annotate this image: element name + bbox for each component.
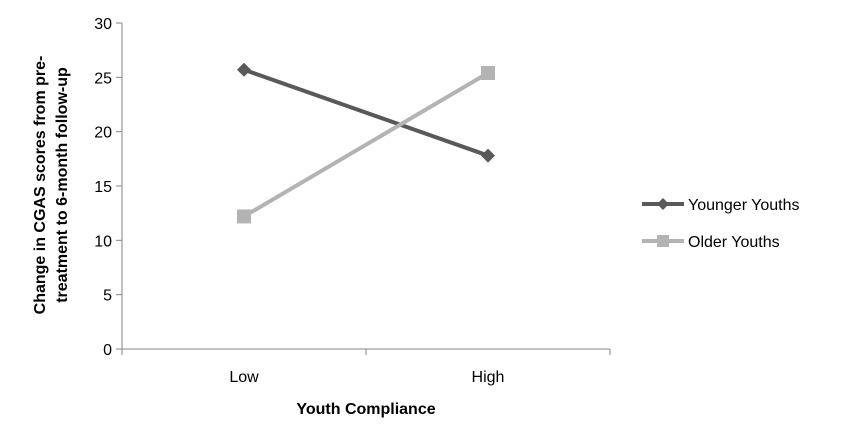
y-axis: 0 5 10 15 20 25 30 [94,16,123,359]
data-point-younger-youths [481,148,495,163]
series-layer [237,62,495,224]
y-tick-label: 15 [94,179,112,196]
data-point-younger-youths [237,62,251,77]
y-tick-label: 0 [103,342,112,359]
y-tick-label: 10 [94,233,112,250]
y-tick-label: 5 [103,288,112,305]
y-axis-title: Change in CGAS scores from pre- treatmen… [32,56,71,315]
x-axis: Low High [121,348,611,386]
legend-item-older-youths: Older Youths [642,234,780,251]
data-point-older-youths [237,209,251,224]
y-tick-label: 30 [94,16,112,33]
y-axis-title-line-1: Change in CGAS scores from pre- [32,56,49,315]
y-tick-label: 20 [94,125,112,142]
legend-marker-older-youths [657,235,669,247]
legend-marker-younger-youths [657,198,669,210]
legend-item-younger-youths: Younger Youths [642,197,800,214]
legend: Younger Youths Older Youths [642,197,800,251]
series-line-younger-youths [243,67,489,158]
legend-label-older-youths: Older Youths [688,234,780,251]
series-line-older-youths [242,71,490,219]
legend-label-younger-youths: Younger Youths [688,197,800,214]
x-axis-title: Youth Compliance [296,401,435,418]
data-point-older-youths [481,65,495,80]
y-tick-label: 25 [94,70,112,87]
x-tick-label: High [472,369,505,386]
x-tick-label: Low [229,369,259,386]
y-axis-title-line-2: treatment to 6-month follow-up [54,67,71,303]
